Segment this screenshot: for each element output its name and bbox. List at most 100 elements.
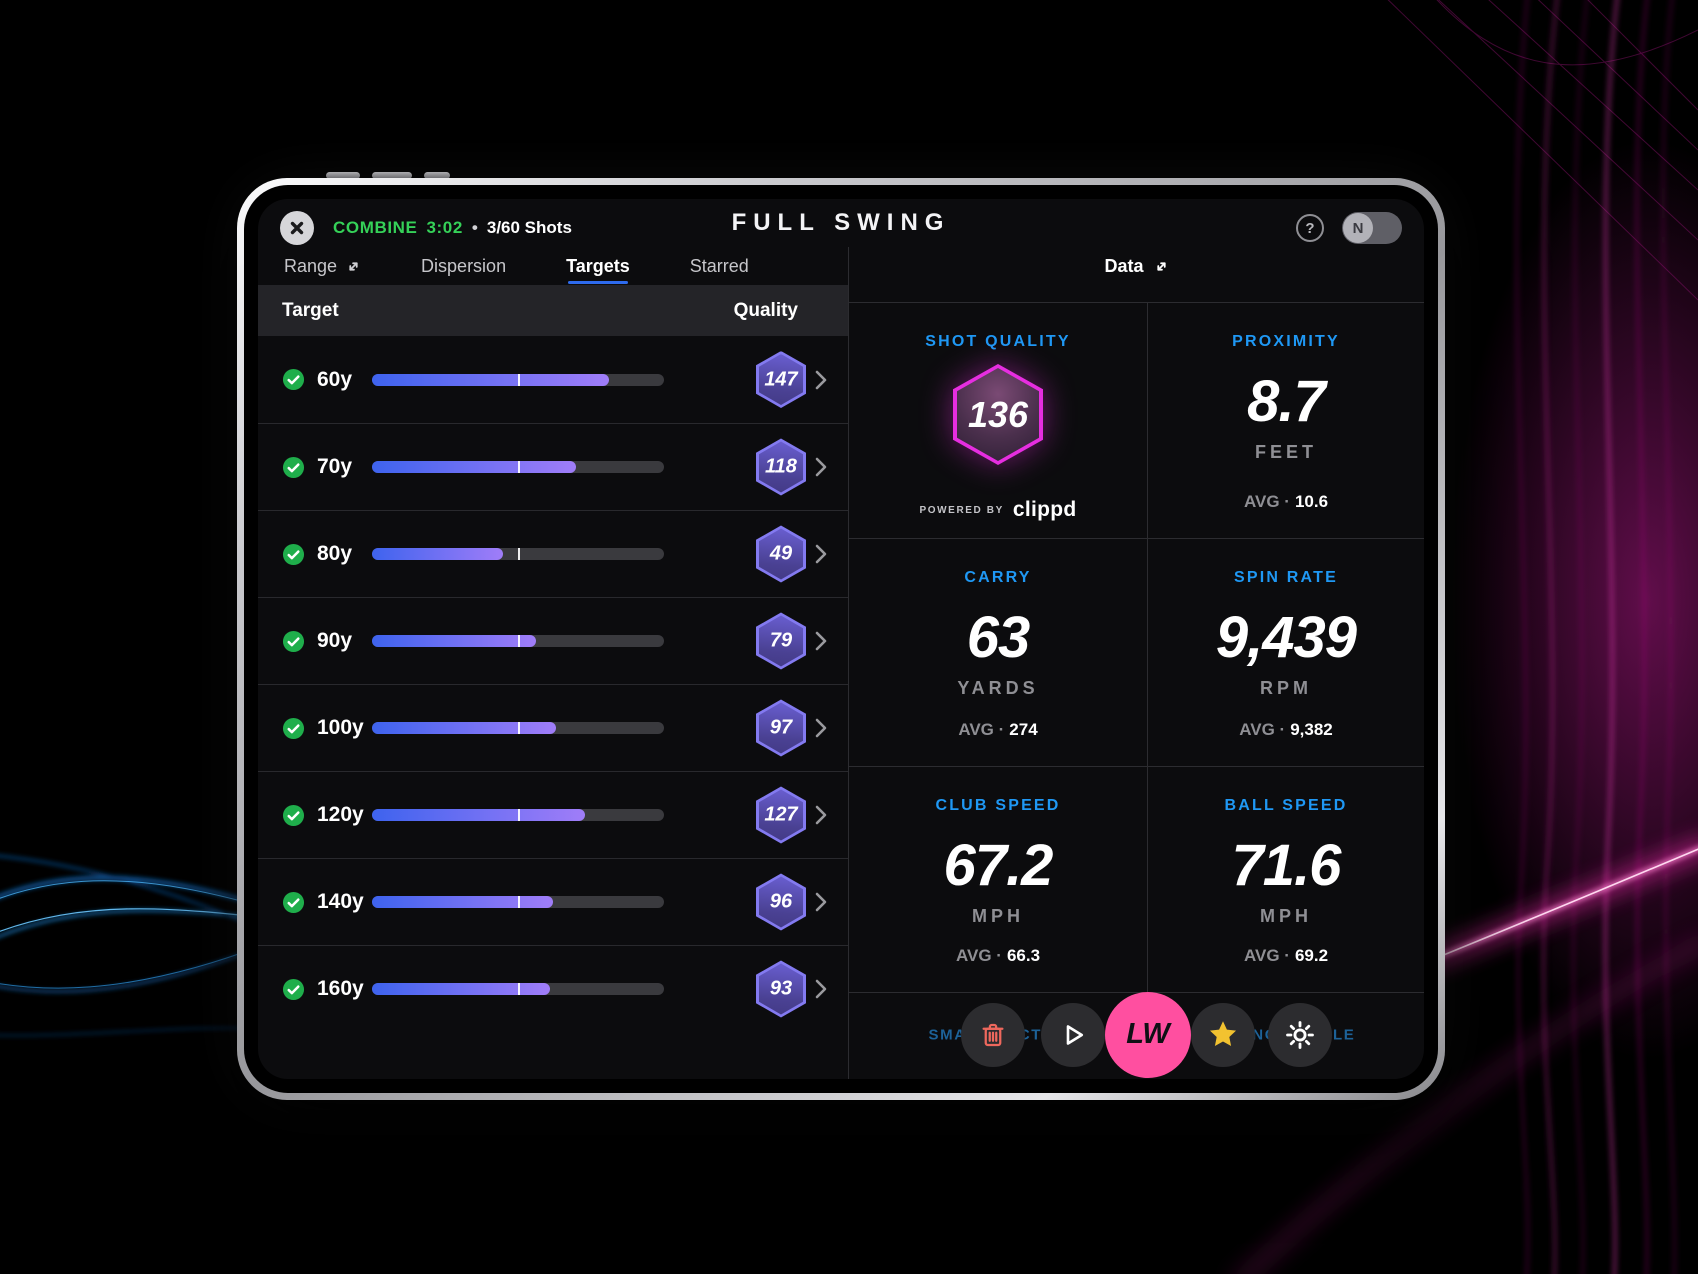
tab-starred[interactable]: Starred: [689, 255, 749, 276]
stat-value: 8.7: [1247, 369, 1326, 434]
target-row[interactable]: 140y 96: [258, 858, 848, 945]
target-label: 140y: [317, 890, 364, 913]
play-button[interactable]: [1041, 1002, 1105, 1067]
chevron-right-icon: [814, 456, 828, 478]
delete-button[interactable]: [961, 1002, 1025, 1067]
quality-progress-bar: [372, 373, 664, 386]
quality-progress-bar: [372, 548, 664, 560]
stat-cell-shot-quality: SHOT QUALITY 136 POWERED BY clippd: [849, 303, 1147, 538]
stat-cell-carry: CARRY 63 YARDS AVG · 274: [849, 538, 1147, 766]
play-icon: [1066, 1024, 1084, 1045]
check-icon: [282, 456, 305, 478]
tablet-power-button: [424, 172, 450, 179]
brand-logo: FULL SWING: [731, 209, 951, 236]
quality-badge: 97: [756, 699, 806, 757]
quality-badge: 127: [756, 786, 806, 844]
quality-badge: 49: [756, 525, 806, 583]
chevron-right-icon: [814, 891, 828, 913]
powered-by: POWERED BY clippd: [919, 498, 1077, 521]
stat-cell-club-speed: CLUB SPEED 67.2 MPH AVG · 66.3: [849, 766, 1147, 992]
stat-average: AVG · 274: [958, 720, 1038, 739]
target-row[interactable]: 70y 118: [258, 423, 848, 510]
chevron-right-icon: [814, 369, 828, 391]
avatar[interactable]: N: [1342, 212, 1402, 244]
quality-progress-bar: [372, 809, 664, 821]
trash-icon: [982, 1023, 1004, 1046]
stat-average: AVG · 69.2: [1243, 946, 1329, 965]
bar-midpoint-tick: [518, 461, 520, 473]
stat-label: BALL SPEED: [1224, 797, 1348, 814]
target-row[interactable]: 100y 97: [258, 684, 848, 771]
data-panel: SHOT QUALITY 136 POWERED BY clippd: [849, 302, 1424, 1079]
target-row[interactable]: 60y 147: [258, 336, 848, 423]
quality-progress-bar: [372, 983, 664, 995]
target-label: 100y: [317, 716, 364, 739]
target-label: 120y: [317, 803, 364, 826]
session-label: COMBINE: [333, 218, 418, 237]
club-selector-button[interactable]: LW: [1105, 991, 1191, 1078]
star-button[interactable]: [1191, 1002, 1255, 1067]
target-label: 90y: [317, 629, 353, 652]
quality-progress-bar: [372, 896, 664, 908]
stat-average: AVG · 66.3: [955, 946, 1041, 965]
shot-quality-value: 136: [967, 393, 1029, 435]
tab-targets[interactable]: Targets: [566, 247, 630, 285]
separator-dot: •: [471, 218, 478, 237]
question-mark-icon: ?: [1305, 219, 1315, 237]
table-header: Target Quality: [258, 285, 848, 336]
check-icon: [282, 804, 305, 826]
chevron-right-icon: [814, 543, 828, 565]
target-label: 70y: [317, 455, 353, 478]
avatar-initial: N: [1343, 213, 1373, 243]
quality-progress-bar: [372, 722, 664, 734]
tablet-bezel: COMBINE 3:02 • 3/60 Shots FULL SWING ? N: [244, 185, 1438, 1093]
stat-unit: FEET: [1254, 442, 1317, 462]
stat-label: SHOT QUALITY: [925, 333, 1071, 350]
column-target: Target: [282, 299, 339, 321]
expand-icon: [1156, 261, 1166, 271]
stats-grid: SHOT QUALITY 136 POWERED BY clippd: [849, 303, 1424, 992]
target-row[interactable]: 160y 93: [258, 945, 848, 1032]
app-screen: COMBINE 3:02 • 3/60 Shots FULL SWING ? N: [258, 199, 1424, 1079]
star-icon: [1209, 1020, 1237, 1046]
club-label: LW: [1126, 1018, 1170, 1050]
check-icon: [282, 543, 305, 565]
tablet-volume-button: [326, 172, 360, 179]
stat-unit: MPH: [972, 906, 1024, 926]
tab-bar: Range Dispersion Targets Starred: [258, 247, 848, 285]
session-timer: 3:02: [426, 218, 463, 237]
check-icon: [282, 368, 305, 391]
bar-midpoint-tick: [518, 722, 520, 734]
stat-value: 9,439: [1215, 605, 1357, 670]
target-row[interactable]: 90y 79: [258, 597, 848, 684]
close-button[interactable]: [280, 211, 314, 245]
target-row[interactable]: 120y 127: [258, 771, 848, 858]
help-button[interactable]: ?: [1296, 214, 1324, 242]
tab-data[interactable]: Data: [849, 247, 1424, 285]
top-bar-actions: ? N: [1296, 212, 1402, 244]
target-row[interactable]: 80y 49: [258, 510, 848, 597]
stat-value: 67.2: [943, 833, 1054, 898]
settings-button[interactable]: [1268, 1002, 1332, 1067]
bar-midpoint-tick: [518, 548, 520, 560]
shot-quality-badge: 136: [953, 364, 1043, 465]
panel-divider: [848, 247, 849, 1079]
tab-range[interactable]: Range: [284, 247, 361, 285]
stat-label: PROXIMITY: [1232, 333, 1340, 350]
stat-cell-spin-rate: SPIN RATE 9,439 RPM AVG · 9,382: [1147, 538, 1424, 766]
close-icon: [290, 221, 304, 235]
stat-unit: RPM: [1260, 678, 1312, 698]
bar-midpoint-tick: [518, 373, 520, 386]
shots-progress: 3/60 Shots: [486, 218, 572, 237]
check-icon: [282, 978, 305, 1000]
target-label: 160y: [317, 977, 364, 1000]
bar-midpoint-tick: [518, 983, 520, 995]
action-bar: SMASH FACTOR LAUNCH ANGLE: [849, 991, 1424, 1078]
quality-badge: 147: [756, 351, 806, 408]
clippd-logo: clippd: [1012, 498, 1077, 521]
quality-progress-bar: [372, 635, 664, 647]
session-info: COMBINE 3:02 • 3/60 Shots: [280, 211, 572, 245]
check-icon: [282, 630, 305, 652]
tab-dispersion[interactable]: Dispersion: [421, 255, 507, 276]
active-tab-underline: [567, 281, 628, 284]
